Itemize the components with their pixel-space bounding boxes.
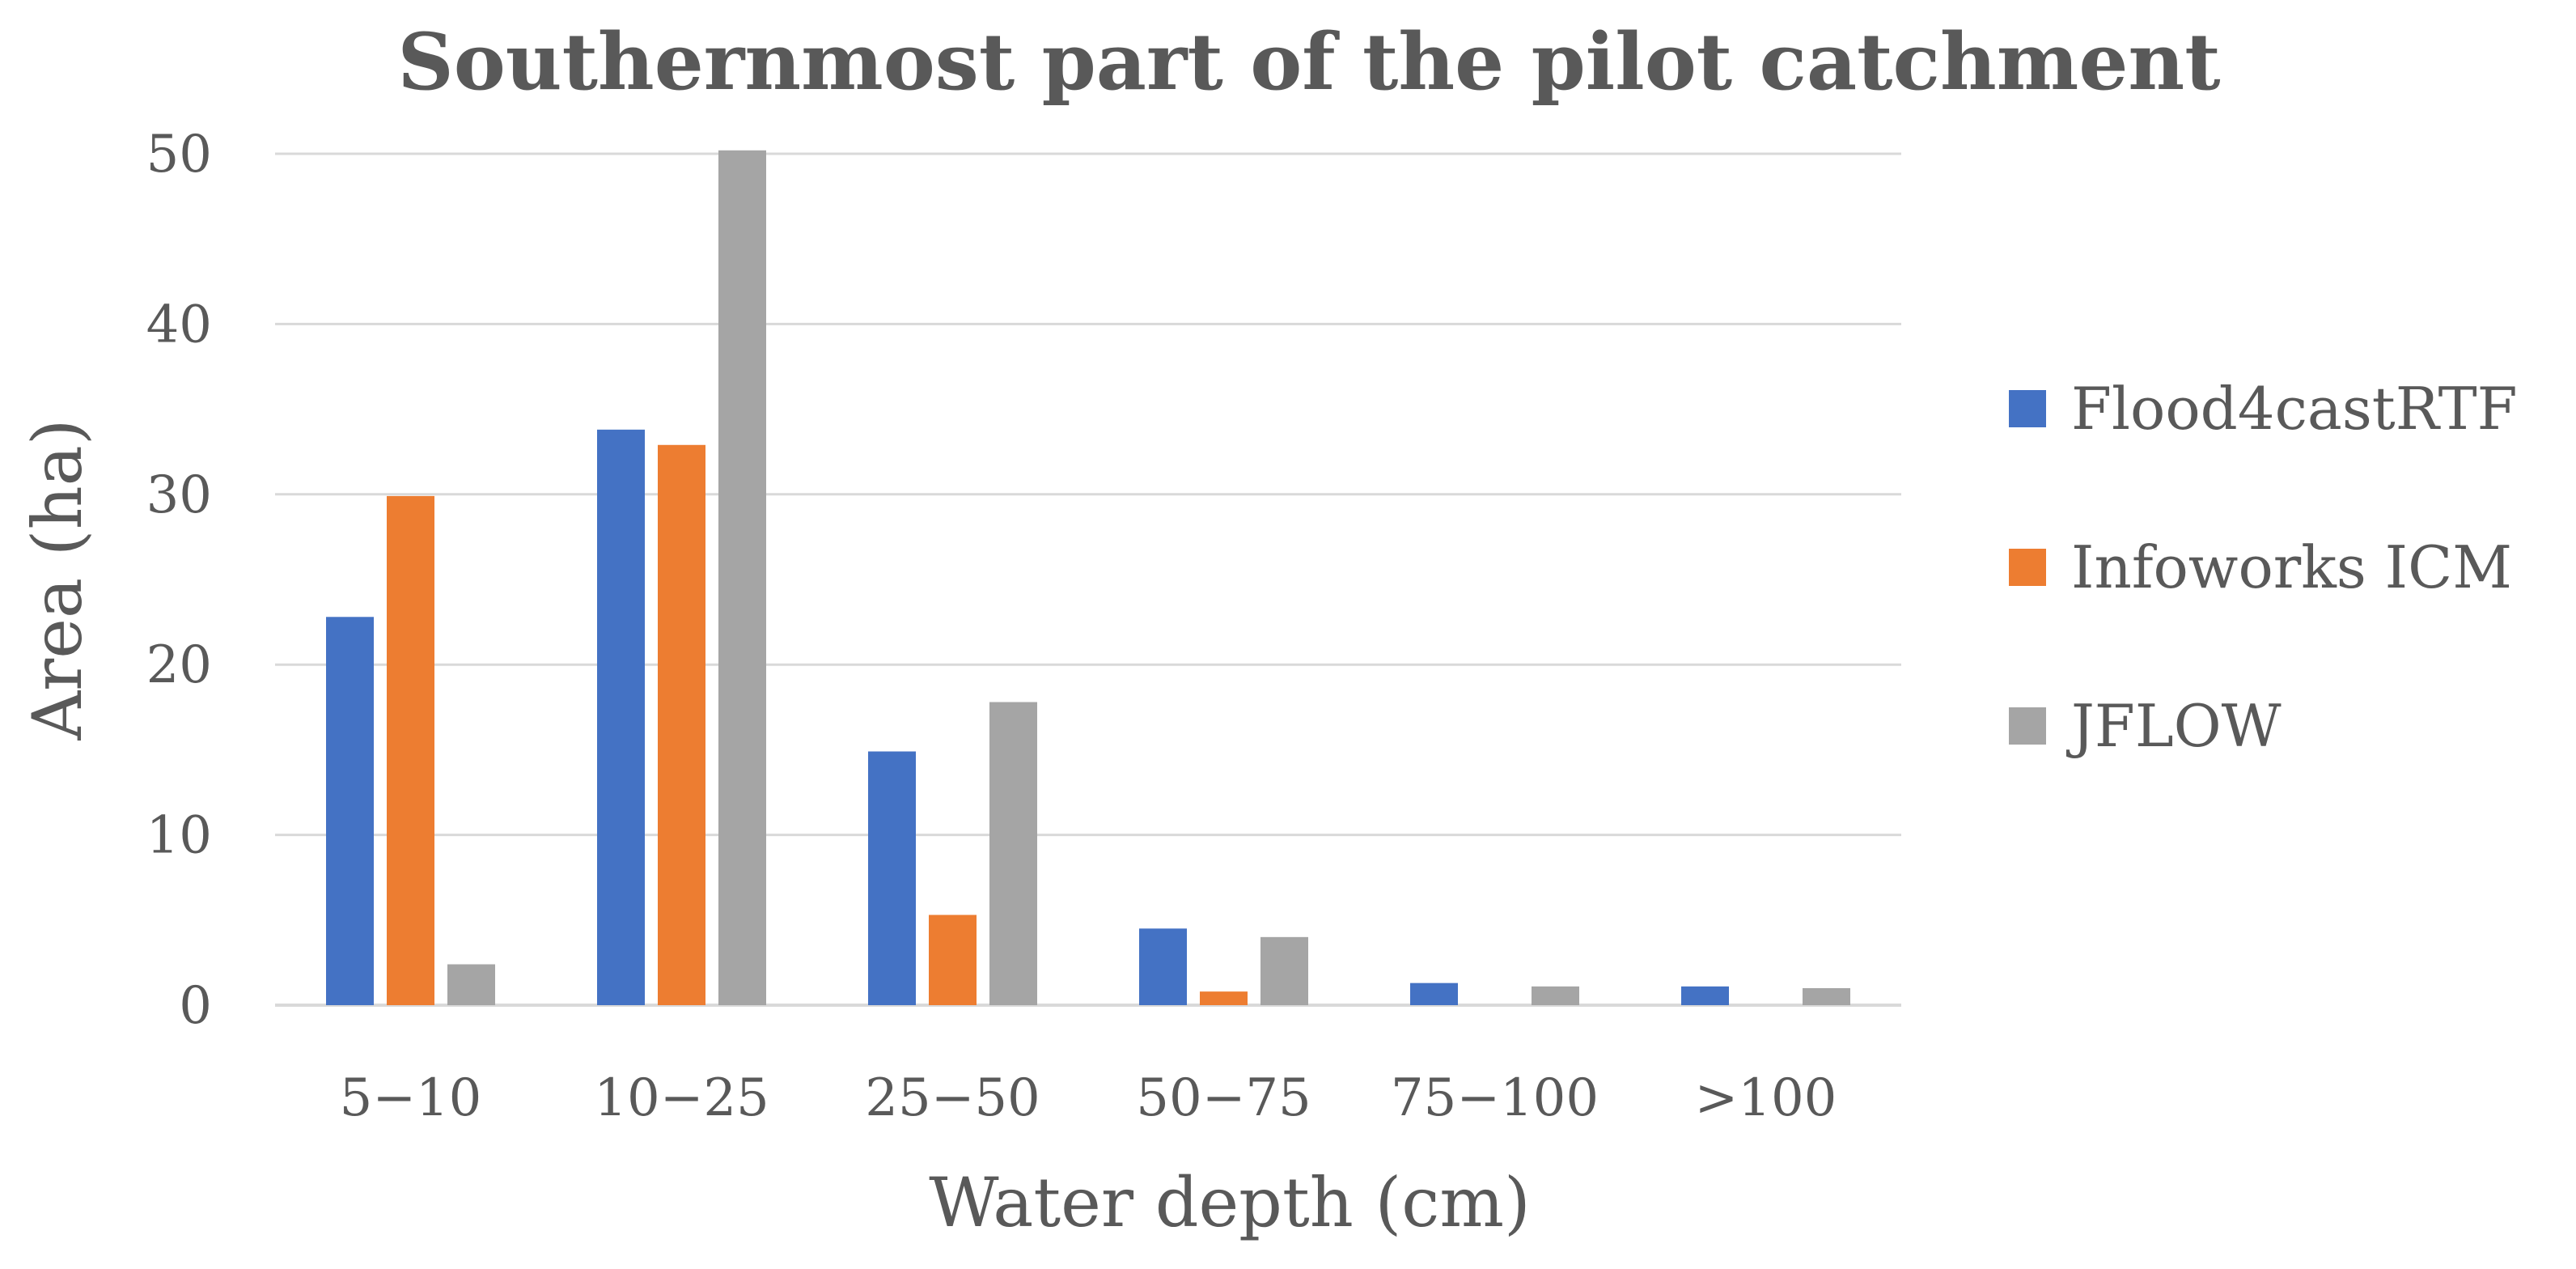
y-tick-label: 20 (146, 635, 212, 695)
legend-label: Infoworks ICM (2071, 533, 2512, 601)
legend-swatch-infoworks-icm (2009, 549, 2046, 586)
x-tick-label: 5−10 (340, 1068, 482, 1128)
bar-flood4castrtf-4 (1410, 983, 1458, 1005)
y-axis-ticks: 0 10 20 30 40 50 (146, 125, 212, 1036)
bar-jflow-4 (1532, 986, 1579, 1005)
x-tick-label: >100 (1695, 1068, 1837, 1128)
y-tick-label: 40 (146, 295, 212, 354)
bar-jflow-5 (1803, 987, 1850, 1005)
bar-infoworks-icm-2 (929, 915, 977, 1005)
y-tick-label: 0 (179, 976, 212, 1036)
legend-label: Flood4castRTF (2071, 375, 2518, 443)
legend-label: JFLOW (2065, 692, 2282, 760)
bar-flood4castrtf-0 (326, 617, 374, 1005)
x-tick-label: 50−75 (1136, 1068, 1311, 1128)
bar-jflow-2 (989, 702, 1037, 1005)
bar-jflow-3 (1260, 936, 1308, 1005)
legend-swatch-jflow (2009, 707, 2046, 745)
x-tick-label: 75−100 (1391, 1068, 1599, 1128)
bar-infoworks-icm-3 (1200, 991, 1248, 1005)
y-axis-title: Area (ha) (18, 418, 97, 741)
x-tick-label: 10−25 (594, 1068, 769, 1128)
bar-flood4castrtf-1 (597, 429, 645, 1005)
bar-jflow-1 (718, 150, 766, 1006)
legend-swatch-flood4castrtf (2009, 390, 2046, 427)
y-tick-label: 50 (146, 125, 212, 185)
x-axis-ticks: 5−10 10−25 25−50 50−75 75−100 >100 (340, 1068, 1837, 1128)
y-tick-label: 10 (146, 806, 212, 866)
x-axis-title: Water depth (cm) (929, 1163, 1531, 1242)
bar-flood4castrtf-5 (1681, 986, 1729, 1005)
bar-infoworks-icm-1 (658, 444, 705, 1005)
bar-flood4castrtf-3 (1139, 928, 1187, 1005)
bar-infoworks-icm-0 (387, 495, 434, 1005)
legend: Flood4castRTF Infoworks ICM JFLOW (2009, 375, 2518, 760)
y-tick-label: 30 (146, 465, 212, 525)
x-tick-label: 25−50 (865, 1068, 1040, 1128)
bars (326, 150, 1850, 1006)
chart-title: Southernmost part of the pilot catchment (397, 16, 2220, 108)
bar-jflow-0 (447, 964, 495, 1005)
bar-flood4castrtf-2 (868, 751, 916, 1005)
gridlines (275, 152, 1901, 1007)
